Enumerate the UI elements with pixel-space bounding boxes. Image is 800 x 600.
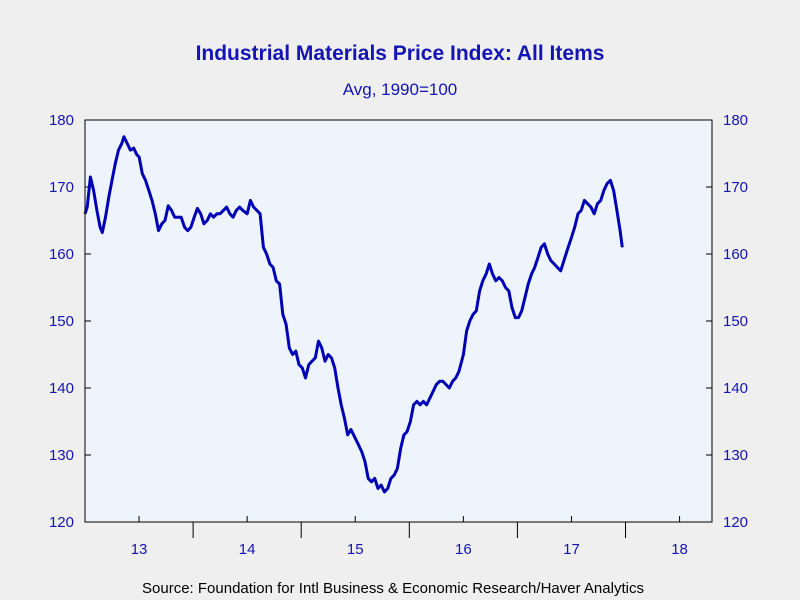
- y-tick-label-left: 170: [49, 179, 74, 196]
- y-tick-label-left: 130: [49, 447, 74, 464]
- y-tick-label-right: 160: [723, 246, 748, 263]
- series-line: [83, 135, 624, 494]
- left-y-axis: 120 130 140 150 160 170 180: [49, 112, 91, 531]
- x-tick-label: 13: [131, 541, 148, 558]
- y-tick-label-right: 150: [723, 313, 748, 330]
- y-tick-label-left: 140: [49, 380, 74, 397]
- x-tick-label: 15: [347, 541, 364, 558]
- y-tick-label-left: 160: [49, 246, 74, 263]
- x-tick-label: 18: [671, 541, 688, 558]
- y-tick-label-right: 120: [723, 514, 748, 531]
- right-y-axis: 120 130 140 150 160 170 180: [706, 112, 748, 531]
- x-tick-label: 16: [455, 541, 472, 558]
- x-axis: 13 14 15 16 17 18: [131, 516, 688, 558]
- plot-frame: [84, 119, 713, 523]
- chart-title: Industrial Materials Price Index: All It…: [196, 42, 605, 65]
- y-tick-label-left: 150: [49, 313, 74, 330]
- y-tick-label-right: 180: [723, 112, 748, 129]
- y-tick-label-right: 130: [723, 447, 748, 464]
- y-tick-label-left: 180: [49, 112, 74, 129]
- x-tick-label: 17: [563, 541, 580, 558]
- y-tick-label-right: 140: [723, 380, 748, 397]
- chart-subtitle: Avg, 1990=100: [343, 80, 458, 99]
- y-tick-label-left: 120: [49, 514, 74, 531]
- x-tick-label: 14: [239, 541, 256, 558]
- y-tick-label-right: 170: [723, 179, 748, 196]
- source-note: Source: Foundation for Intl Business & E…: [142, 580, 644, 597]
